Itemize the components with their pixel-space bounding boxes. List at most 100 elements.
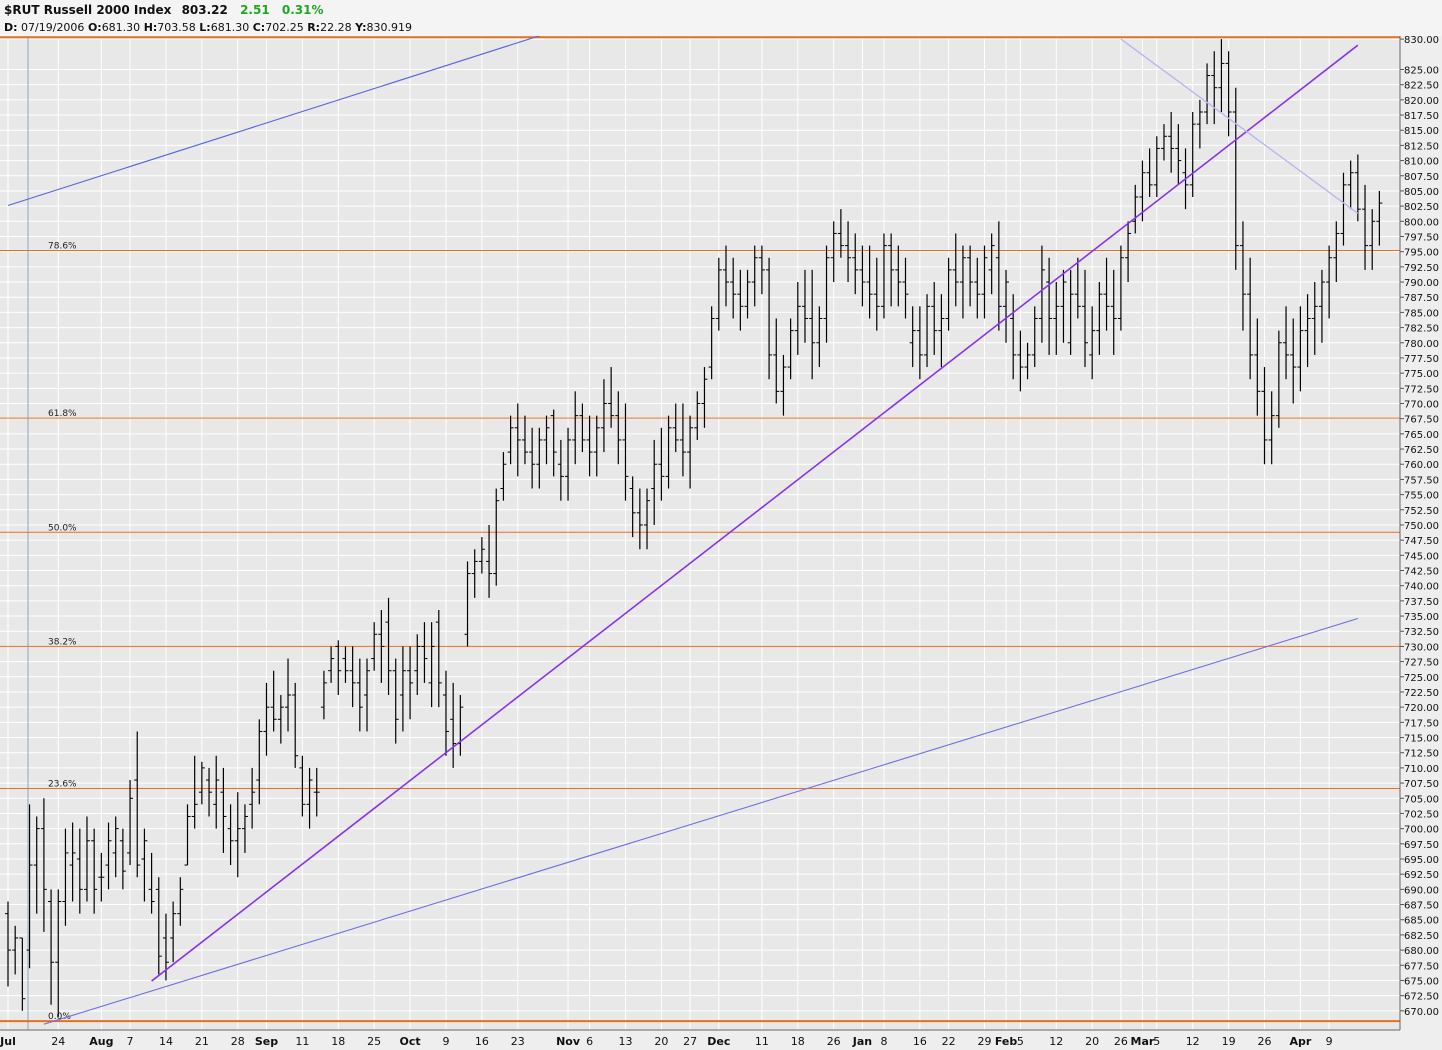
ohlc-bar bbox=[723, 245, 729, 307]
ohlc-bar bbox=[995, 221, 1002, 331]
ohlc-bar bbox=[708, 306, 715, 380]
ohlc-bar bbox=[845, 221, 852, 283]
ohlc-bar bbox=[837, 209, 844, 258]
x-tick-label: Jan bbox=[852, 1035, 872, 1048]
ohlc-bar bbox=[959, 245, 966, 319]
fib-level-label: 50.0% bbox=[48, 523, 77, 533]
ohlc-bar bbox=[1168, 111, 1175, 173]
x-tick-label: 12 bbox=[1049, 1035, 1063, 1048]
y-tick-label: 820.00 bbox=[1404, 96, 1439, 107]
ohlc-bar bbox=[938, 294, 945, 368]
x-tick-label: Nov bbox=[556, 1035, 581, 1048]
ohlc-bar bbox=[392, 658, 399, 744]
ohlc-bar bbox=[112, 816, 119, 878]
ohlc-bar bbox=[952, 233, 959, 307]
ohlc-bar bbox=[1354, 154, 1361, 222]
y-tick-label: 697.50 bbox=[1404, 840, 1439, 851]
ohlc-bar bbox=[421, 622, 428, 683]
ohlc-bar bbox=[665, 415, 672, 489]
index-name: Russell 2000 Index bbox=[43, 3, 172, 17]
last-price: 803.22 bbox=[181, 3, 228, 17]
x-tick-label: 29 bbox=[977, 1035, 991, 1048]
x-tick-label: 21 bbox=[195, 1035, 209, 1048]
ohlc-bar bbox=[687, 415, 694, 489]
ohlc-bar bbox=[378, 609, 385, 683]
ohlc-bars bbox=[5, 39, 1383, 1017]
ohlc-bar bbox=[1232, 87, 1239, 270]
price-chart[interactable]: 100.0% 78.6% 61.8% 50.0% 38.2% 23.6% 0.0% 670.… bbox=[0, 36, 1442, 1050]
ohlc-bar bbox=[1046, 257, 1053, 355]
ohlc-bar bbox=[1225, 51, 1232, 137]
ohlc-bar bbox=[988, 233, 995, 295]
y-tick-label: 742.50 bbox=[1404, 567, 1439, 578]
ohlc-bar bbox=[521, 415, 528, 465]
ohlc-bar bbox=[1125, 221, 1132, 283]
ohlc-bar bbox=[349, 646, 356, 708]
ohlc-bar bbox=[981, 245, 988, 319]
ohlc-bar bbox=[277, 695, 284, 744]
axis-background bbox=[1400, 36, 1442, 1050]
ohlc-bar bbox=[550, 409, 557, 477]
x-tick-label: Apr bbox=[1289, 1035, 1311, 1048]
ohlc-bar bbox=[141, 828, 148, 902]
y-tick-label: 690.00 bbox=[1404, 885, 1439, 896]
ohlc-bar bbox=[1096, 282, 1103, 355]
ohlc-bar bbox=[1053, 282, 1060, 355]
ohlc-bar bbox=[916, 306, 923, 380]
ohlc-bar bbox=[119, 828, 126, 890]
ohlc-bar bbox=[270, 670, 277, 732]
y-tick-label: 767.50 bbox=[1404, 415, 1439, 426]
ohlc-bar bbox=[1333, 221, 1340, 283]
ohlc-bar bbox=[931, 282, 938, 355]
ohlc-bar bbox=[924, 294, 931, 368]
y-tick-label: 757.50 bbox=[1404, 475, 1439, 486]
ohlc-bar bbox=[335, 640, 342, 696]
y-tick-label: 775.00 bbox=[1404, 369, 1439, 380]
x-tick-label: 6 bbox=[586, 1035, 593, 1048]
ohlc-bar bbox=[1311, 282, 1318, 355]
y-tick-label: 715.00 bbox=[1404, 734, 1439, 745]
ohlc-bar bbox=[672, 403, 679, 453]
ohlc-bar bbox=[859, 245, 866, 307]
ohlc-bar bbox=[1117, 245, 1124, 331]
ohlc-bar bbox=[557, 439, 564, 501]
ohlc-bar bbox=[48, 889, 55, 1005]
ohlc-bar bbox=[1326, 245, 1333, 319]
ohlc-bar bbox=[5, 901, 11, 987]
ohlc-bar bbox=[715, 257, 722, 331]
ohlc-bar bbox=[1318, 269, 1325, 343]
ohlc-bar bbox=[256, 719, 263, 805]
ohlc-bar bbox=[830, 221, 837, 283]
ohlc-bar bbox=[1189, 111, 1196, 198]
x-axis-background bbox=[0, 1030, 1400, 1050]
x-tick-label: 26 bbox=[827, 1035, 841, 1048]
ohlc-bar bbox=[500, 452, 507, 501]
ohlc-bar bbox=[364, 658, 370, 732]
y-tick-label: 810.00 bbox=[1404, 157, 1439, 168]
y-tick-label: 815.00 bbox=[1404, 126, 1439, 137]
ohlc-readout: D: 07/19/2006 O:681.30 H:703.58 L:681.30… bbox=[4, 21, 412, 34]
ohlc-bar bbox=[442, 670, 449, 756]
ohlc-bar bbox=[1160, 124, 1167, 161]
ohlc-bar bbox=[744, 269, 751, 319]
ohlc-bar bbox=[701, 367, 708, 428]
y-tick-label: 802.50 bbox=[1404, 202, 1439, 213]
ohlc-bar bbox=[529, 427, 536, 489]
y-tick-label: 695.00 bbox=[1404, 855, 1439, 866]
ohlc-bar bbox=[1060, 269, 1067, 343]
ohlc-bar bbox=[967, 245, 974, 307]
x-tick-label: 23 bbox=[511, 1035, 525, 1048]
ohlc-bar bbox=[213, 755, 220, 829]
ohlc-bar bbox=[694, 391, 701, 440]
ohlc-bar bbox=[493, 488, 500, 586]
ohlc-bar bbox=[565, 427, 572, 501]
title-line: $RUT Russell 2000 Index 803.22 2.51 0.31… bbox=[4, 3, 324, 17]
y-tick-label: 782.50 bbox=[1404, 324, 1439, 335]
ohlc-bar bbox=[1132, 184, 1139, 234]
fib-level-label: 0.0% bbox=[48, 1012, 71, 1022]
ohlc-bar bbox=[1275, 330, 1282, 428]
ohlc-bar bbox=[636, 488, 643, 550]
ohlc-bar bbox=[328, 646, 335, 683]
ohlc-bar bbox=[292, 682, 299, 768]
y-tick-label: 762.50 bbox=[1404, 445, 1439, 456]
